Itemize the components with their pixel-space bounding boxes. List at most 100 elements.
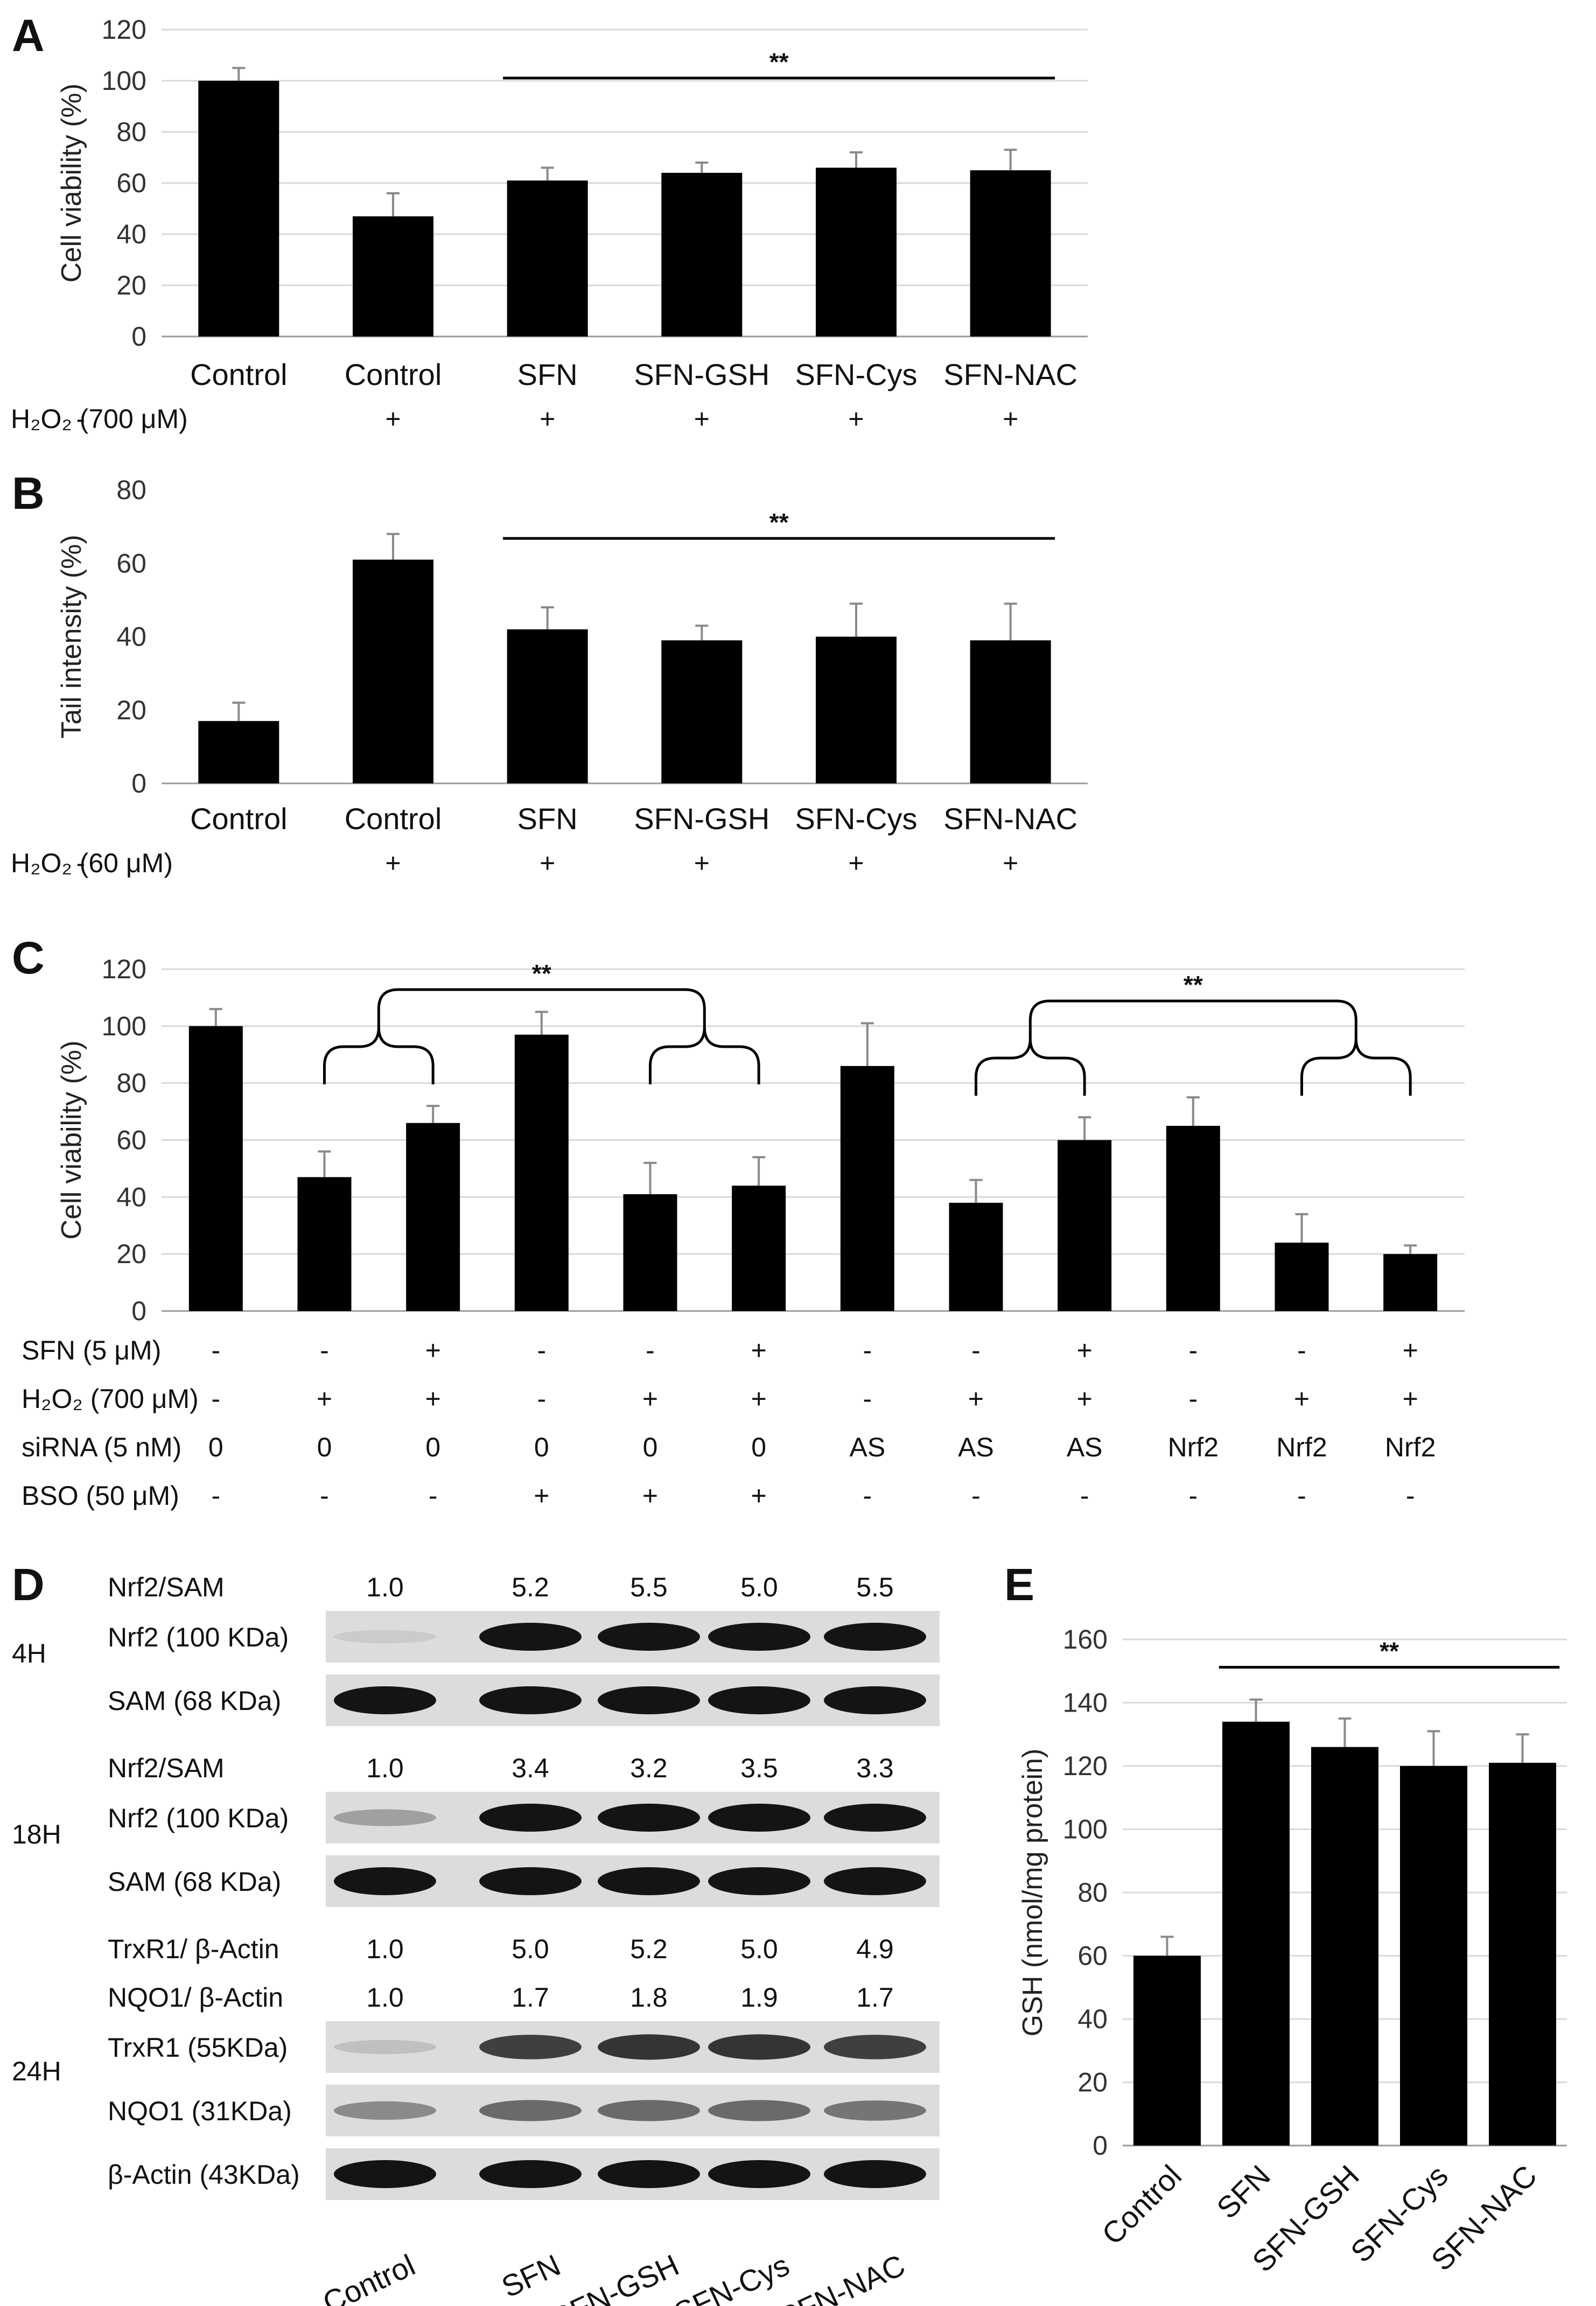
treatment-value: + xyxy=(1403,1384,1418,1414)
bar-4 xyxy=(816,167,897,337)
bar-4 xyxy=(623,1194,677,1311)
ratio-value: 5.0 xyxy=(512,1934,549,1964)
bar-1 xyxy=(1222,1721,1290,2146)
error-bar-2 xyxy=(1338,1717,1352,1747)
y-tick-label-80: 80 xyxy=(116,117,146,147)
treatment-value: + xyxy=(425,1335,441,1365)
treatment-row-label: siRNA (5 nM) xyxy=(22,1432,181,1462)
bar-0 xyxy=(188,1026,243,1311)
band xyxy=(334,2160,436,2188)
band xyxy=(479,2160,582,2188)
treatment-value: + xyxy=(385,848,401,878)
lane-label-3: SFN-Cys xyxy=(669,2248,794,2306)
y-tick-label-80: 80 xyxy=(116,1068,146,1098)
band xyxy=(824,2100,926,2121)
treatment-value: + xyxy=(1003,404,1018,434)
band xyxy=(708,2160,810,2188)
ratio-value: 1.0 xyxy=(366,1934,404,1964)
band xyxy=(479,1867,582,1895)
chart-a: 0 20 40 60 80 100 120 Cell viability (%) Control… xyxy=(11,15,1088,434)
error-bar-2 xyxy=(426,1105,440,1123)
band xyxy=(479,1686,582,1714)
lane-label-0: Control xyxy=(318,2248,420,2306)
y-tick-label-140: 140 xyxy=(1063,1688,1108,1718)
treatment-value: - xyxy=(971,1481,981,1511)
treatment-value: - xyxy=(320,1481,329,1511)
bar-6 xyxy=(840,1066,894,1311)
y-tick-label-20: 20 xyxy=(116,1239,146,1269)
y-tick-label-100: 100 xyxy=(1063,1814,1108,1845)
treatment-value: - xyxy=(1297,1481,1306,1511)
bar-0 xyxy=(1133,1955,1201,2146)
bar-5 xyxy=(732,1186,786,1311)
treatment-value: + xyxy=(1294,1384,1310,1414)
band xyxy=(479,1623,582,1651)
error-bar-3 xyxy=(1427,1730,1440,1766)
treatment-value: + xyxy=(534,1481,549,1511)
treatment-value: + xyxy=(751,1335,767,1365)
treatment-value: 0 xyxy=(534,1432,549,1462)
treatment-value: - xyxy=(1297,1335,1306,1365)
bar-9 xyxy=(1166,1126,1220,1311)
bar-1 xyxy=(353,559,433,783)
treatment-value: + xyxy=(317,1384,332,1414)
error-bar-4 xyxy=(643,1161,657,1195)
panel-letter-d: D xyxy=(12,1559,45,1610)
lane-label-4: SFN-NAC xyxy=(774,2248,910,2306)
error-bar-0 xyxy=(232,67,246,81)
treatment-row-label: H₂O₂ (60 μM) xyxy=(11,848,173,878)
treatment-value: Nrf2 xyxy=(1276,1432,1327,1462)
error-bar-3 xyxy=(535,1011,548,1035)
y-tick-label-20: 20 xyxy=(1077,2067,1108,2098)
bar-0 xyxy=(198,721,279,783)
ratio-value: 1.8 xyxy=(630,1982,668,2013)
bar-2 xyxy=(507,180,588,337)
treatment-value: 0 xyxy=(425,1432,440,1462)
category-label-5: SFN-NAC xyxy=(943,358,1077,391)
ratio-row-label: TrxR1/ β-Actin xyxy=(108,1934,279,1964)
ratio-value: 4.9 xyxy=(856,1934,894,1964)
treatment-value: - xyxy=(212,1481,221,1511)
category-label-0: Control xyxy=(1095,2158,1188,2251)
treatment-value: + xyxy=(694,404,710,434)
error-bar-10 xyxy=(1295,1213,1308,1243)
treatment-value: - xyxy=(863,1335,872,1365)
band xyxy=(598,2034,700,2060)
bracket-right-1 xyxy=(1300,1039,1412,1096)
treatment-value: Nrf2 xyxy=(1385,1432,1436,1462)
band xyxy=(708,2100,810,2121)
treatment-value: - xyxy=(76,848,86,878)
treatment-value: 0 xyxy=(751,1432,766,1462)
category-label-5: SFN-NAC xyxy=(943,802,1077,836)
y-axis-label: Tail intensity (%) xyxy=(56,535,87,739)
band xyxy=(598,1686,700,1714)
time-label: 18H xyxy=(12,1819,61,1849)
band-label: TrxR1 (55KDa) xyxy=(108,2032,288,2063)
band xyxy=(334,1809,436,1826)
category-label-1: Control xyxy=(345,358,442,391)
band xyxy=(824,1623,926,1651)
band xyxy=(479,2035,582,2059)
band xyxy=(824,2160,926,2188)
ratio-value: 3.4 xyxy=(512,1753,549,1783)
chart-e: 0 20 40 60 80 100 120 140 160 GSH (nmol/mg protei… xyxy=(1017,1624,1567,2279)
band xyxy=(708,2034,810,2060)
treatment-value: + xyxy=(642,1384,658,1414)
y-tick-label-40: 40 xyxy=(116,219,146,249)
error-bar-6 xyxy=(860,1022,874,1066)
ratio-value: 1.9 xyxy=(740,1982,778,2013)
y-tick-label-0: 0 xyxy=(1093,2130,1108,2161)
lane-label-2: SFN-GSH xyxy=(547,2248,684,2306)
treatment-row-label: H₂O₂ (700 μM) xyxy=(11,404,188,434)
treatment-value: - xyxy=(537,1384,547,1414)
bar-5 xyxy=(970,170,1051,337)
band xyxy=(334,1686,436,1714)
error-bar-4 xyxy=(1516,1733,1529,1763)
error-bar-5 xyxy=(1004,149,1017,171)
category-label-0: Control xyxy=(190,358,288,391)
bar-11 xyxy=(1383,1254,1438,1311)
treatment-value: + xyxy=(1077,1335,1093,1365)
category-label-2: SFN xyxy=(517,358,578,391)
ratio-value: 5.2 xyxy=(512,1572,549,1602)
